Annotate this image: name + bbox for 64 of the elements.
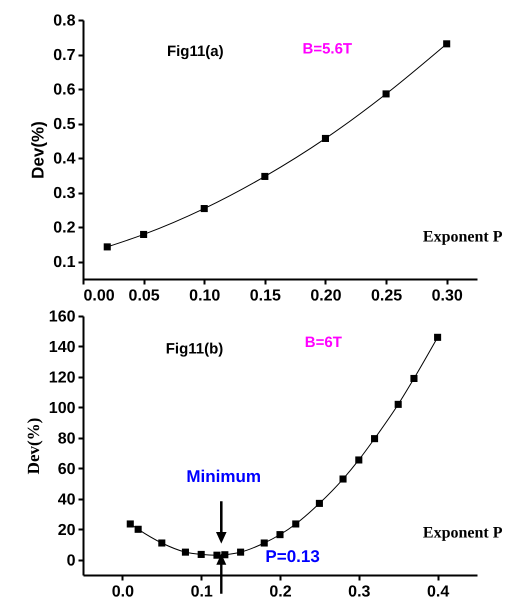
y-tick-label: 0.3: [53, 185, 76, 202]
point: [213, 552, 220, 559]
point: [221, 551, 228, 558]
y-tick-label: 100: [48, 400, 76, 417]
y-tick-label: 60: [58, 460, 76, 478]
x-tick-label: 0.20: [310, 288, 342, 304]
x-tick-label: 0.30: [432, 288, 463, 304]
y-tick-label: 0.5: [53, 116, 76, 134]
y-tick-label: 120: [48, 369, 76, 386]
point: [410, 374, 418, 382]
y-tick-label: 0.7: [53, 47, 76, 64]
y-tick-label: 0.2: [53, 220, 76, 237]
x-tick-label: 0.1: [190, 584, 213, 600]
point: [237, 548, 244, 556]
annotation: Minimum: [186, 467, 261, 486]
point: [322, 134, 329, 142]
point: [292, 520, 300, 528]
point: [371, 435, 378, 442]
x-tick-label: 0.15: [250, 288, 282, 304]
x-tick-label: 0.25: [371, 288, 402, 304]
point: [394, 400, 402, 408]
y-tick-label: 80: [58, 430, 76, 448]
point: [198, 550, 205, 558]
y-tick-label: 0.4: [53, 150, 76, 168]
point: [382, 90, 390, 98]
x-tick-label: 0.2: [269, 584, 292, 600]
x-tick-label: 0.10: [189, 288, 220, 304]
point: [126, 520, 134, 528]
point: [443, 40, 450, 48]
y-tick-label: 40: [58, 491, 76, 508]
point: [140, 230, 148, 238]
point: [158, 539, 166, 547]
point: [316, 500, 323, 507]
x-tick-label: 0.3: [348, 584, 371, 600]
point: [260, 539, 268, 547]
x-tick-label: 0.05: [128, 288, 160, 304]
point: [261, 172, 268, 180]
y-tick-label: 0: [66, 552, 76, 570]
point: [200, 205, 208, 212]
y-tick-label: 0.1: [53, 254, 76, 272]
y-tick-label: 0.8: [53, 12, 76, 30]
x-axis-title: Exponent P: [422, 228, 503, 246]
point: [340, 475, 347, 483]
point: [276, 531, 284, 538]
annotation: Fig11(b): [166, 340, 224, 358]
point: [182, 548, 189, 556]
y-axis-title: Dev(%): [28, 121, 48, 179]
annotation: B=6T: [304, 334, 342, 351]
y-axis-title: Dev(%): [24, 418, 43, 474]
point: [134, 526, 142, 533]
y-tick-label: 20: [58, 522, 76, 539]
x-tick-label: 0.00: [84, 288, 115, 304]
point: [355, 456, 362, 464]
x-axis-title: Exponent P: [422, 524, 503, 542]
point: [434, 334, 442, 341]
x-tick-label: 0.4: [426, 584, 450, 600]
y-tick-label: 0.6: [53, 82, 76, 99]
point: [104, 243, 111, 250]
annotation: Fig11(a): [166, 43, 224, 60]
y-tick-label: 160: [48, 308, 76, 326]
annotation: B=5.6T: [302, 40, 352, 58]
annotation: P=0.13: [265, 546, 320, 566]
y-tick-label: 140: [48, 338, 76, 356]
x-tick-label: 0.0: [112, 584, 134, 600]
